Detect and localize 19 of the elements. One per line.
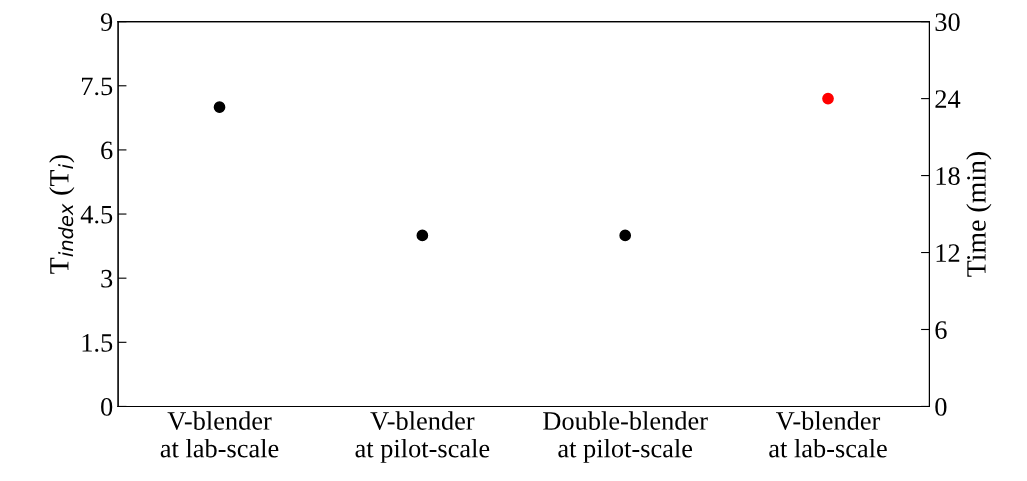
y-tick-label: 0 [101,398,113,416]
y2-axis-title: Time (min) [966,152,992,277]
y2-tick-label: 30 [935,13,960,32]
y-tick-label: 6 [101,141,113,160]
x-tick-label: V-blender at lab-scale [769,411,887,458]
x-tick-label: V-blender at pilot-scale [355,411,490,463]
y2-tick-label: 24 [935,90,961,108]
y2-tick-label: 0 [935,398,947,416]
y-tick-label: 3 [101,269,113,288]
y-tick-label: 4.5 [80,205,113,224]
y-tick-label: 9 [100,13,113,32]
x-tick-label: Double-blender at pilot-scale [543,411,708,463]
y2-tick-label: 6 [935,321,947,339]
y2-tick-label: 18 [936,167,960,185]
y-axis-title: T$_{index}$ (T$_{i}$) [49,155,75,274]
y-tick-label: 7.5 [82,77,113,96]
x-tick-label: V-blender at lab-scale [160,411,279,458]
y2-tick-label: 12 [936,244,960,262]
y-tick-label: 1.5 [82,334,113,352]
